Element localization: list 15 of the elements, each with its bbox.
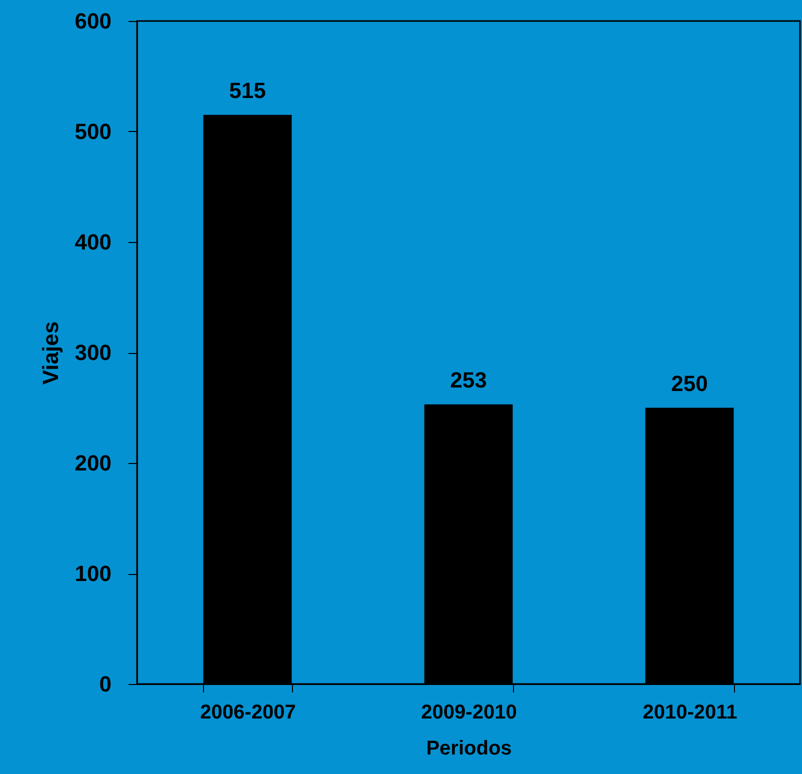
data-label: 253 <box>450 367 487 392</box>
data-label: 515 <box>229 78 266 103</box>
x-tick-label: 2010-2011 <box>642 702 738 724</box>
y-tick-label: 600 <box>74 8 112 34</box>
y-tick-label: 200 <box>74 450 112 476</box>
y-tick-label: 400 <box>74 230 112 254</box>
x-tick-label: 2009-2010 <box>421 702 517 724</box>
y-tick-label: 300 <box>74 340 112 365</box>
y-tick-label: 0 <box>99 672 112 696</box>
x-tick-label: 2006-2007 <box>200 702 296 724</box>
x-axis-title: Periodos <box>426 738 512 760</box>
data-label: 250 <box>671 370 708 396</box>
y-tick-label: 500 <box>74 119 112 144</box>
y-tick-label: 100 <box>74 561 112 586</box>
y-axis-title: Viajes <box>38 321 63 385</box>
